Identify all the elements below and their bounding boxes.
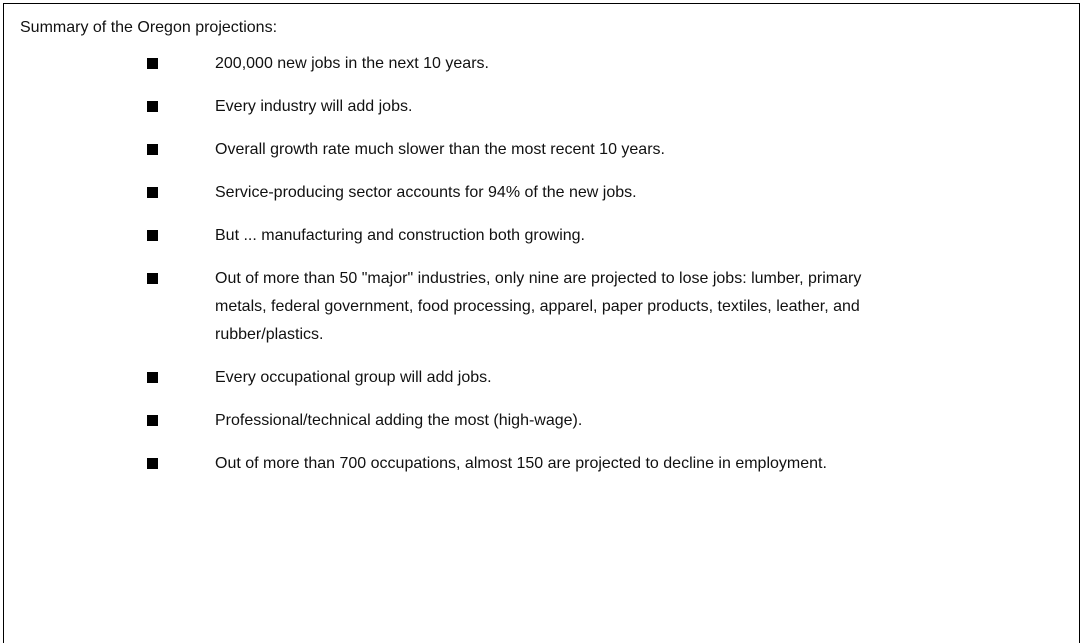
bullet-item: But ... manufacturing and construction b… [4, 222, 885, 250]
bullet-square [147, 101, 158, 112]
bullet-text: Out of more than 700 occupations, almost… [215, 455, 827, 472]
bullet-square [147, 458, 158, 469]
bullet-item: Every occupational group will add jobs. [4, 364, 885, 392]
bullet-square [147, 372, 158, 383]
bullet-text: 200,000 new jobs in the next 10 years. [215, 55, 489, 72]
bullet-square [147, 415, 158, 426]
page: {"title": "Summary of the Oregon project… [3, 3, 1080, 643]
bullet-text: Every industry will add jobs. [215, 98, 413, 115]
bullet-text: Every occupational group will add jobs. [215, 369, 492, 386]
bullet-item: Every industry will add jobs. [4, 93, 885, 121]
bullet-text: Service-producing sector accounts for 94… [215, 184, 637, 201]
bullet-text: Overall growth rate much slower than the… [215, 141, 665, 158]
bullet-square [147, 187, 158, 198]
bullet-item: Out of more than 700 occupations, almost… [4, 450, 885, 478]
bullet-item: 200,000 new jobs in the next 10 years. [4, 50, 885, 78]
bullet-item: Out of more than 50 "major" industries, … [4, 265, 885, 349]
bullet-item: Overall growth rate much slower than the… [4, 136, 885, 164]
bullet-square [147, 58, 158, 69]
bullet-text: Out of more than 50 "major" industries, … [215, 270, 862, 343]
bullet-square [147, 230, 158, 241]
summary-title: Summary of the Oregon projections: [20, 19, 278, 36]
bullet-text: Professional/technical adding the most (… [215, 412, 583, 429]
document-frame: Summary of the Oregon projections: 200,0… [3, 3, 1080, 643]
bullet-list: 200,000 new jobs in the next 10 years. Ev… [4, 50, 885, 493]
bullet-item: Service-producing sector accounts for 94… [4, 179, 885, 207]
bullet-square [147, 273, 158, 284]
bullet-item: Professional/technical adding the most (… [4, 407, 885, 435]
bullet-text: But ... manufacturing and construction b… [215, 227, 585, 244]
bullet-square [147, 144, 158, 155]
